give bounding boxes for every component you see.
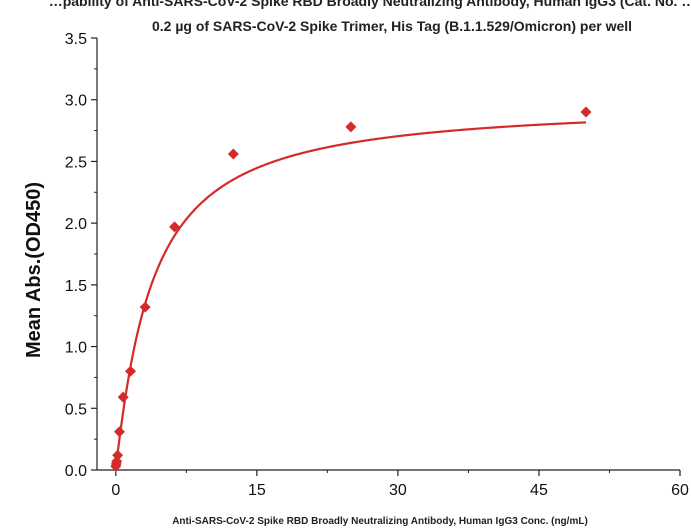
x-axis-label: Anti-SARS-CoV-2 Spike RBD Broadly Neutra…	[172, 516, 588, 527]
data-point	[113, 426, 125, 438]
data-point	[125, 365, 137, 377]
x-tick-label: 30	[389, 482, 407, 499]
fit-curve	[114, 121, 587, 467]
data-point	[139, 301, 151, 313]
data-point	[112, 449, 124, 461]
x-axis-ticks: 0 15 30 45 60	[111, 470, 689, 499]
data-point	[169, 221, 181, 233]
data-points	[110, 106, 592, 472]
y-tick-label: 1.5	[65, 278, 87, 295]
y-tick-label: 0.0	[65, 463, 87, 480]
x-tick-label: 15	[248, 482, 266, 499]
x-tick-label: 45	[530, 482, 548, 499]
y-tick-label: 2.0	[65, 216, 87, 233]
x-tick-label: 60	[671, 482, 689, 499]
y-tick-label: 0.5	[65, 401, 87, 418]
data-point	[227, 148, 239, 160]
chart-title-partial: …pability of Anti-SARS-CoV-2 Spike RBD B…	[49, 0, 691, 9]
y-axis-label: Mean Abs.(OD450)	[23, 182, 45, 358]
chart-title: 0.2 µg of SARS-CoV-2 Spike Trimer, His T…	[152, 18, 632, 34]
data-point	[580, 106, 592, 118]
x-tick-label: 0	[111, 482, 120, 499]
y-tick-label: 3.5	[65, 31, 87, 48]
y-axis-ticks: 0.0 0.5 1.0 1.5 2.0 2.5 3.0 3.5	[65, 31, 97, 480]
y-tick-label: 3.0	[65, 93, 87, 110]
data-point	[345, 121, 357, 133]
y-tick-label: 2.5	[65, 154, 87, 171]
data-point	[117, 391, 129, 403]
y-tick-label: 1.0	[65, 340, 87, 357]
